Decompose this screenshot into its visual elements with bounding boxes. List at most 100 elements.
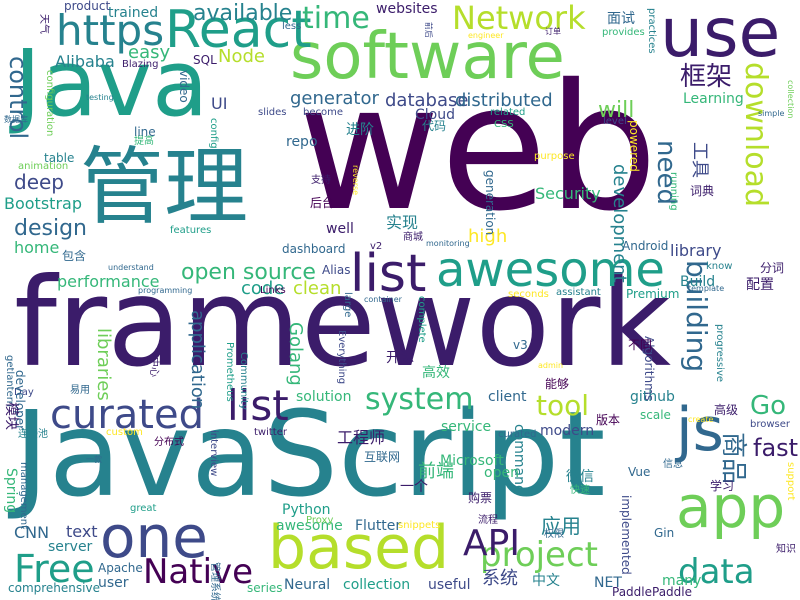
word-level: level <box>603 116 627 127</box>
word-purpose: purpose <box>534 151 575 162</box>
word-native: Native <box>143 552 254 592</box>
word-solution: solution <box>296 389 352 405</box>
word-cjk: 开源 <box>386 350 414 366</box>
word-understand: understand <box>108 263 154 272</box>
word-cjk: 数据库 <box>4 115 28 124</box>
word-home: home <box>14 238 60 257</box>
word-fast: fast <box>753 434 799 462</box>
word-libraries: libraries <box>93 328 114 401</box>
word-cnn: CNN <box>14 523 50 542</box>
word-cjk: 后台 <box>310 196 335 210</box>
word-cjk: 订单 <box>545 27 561 36</box>
word-cjk: 高级 <box>714 403 739 417</box>
word-related: related <box>490 107 526 118</box>
word-software: software <box>290 20 565 94</box>
word-become: become <box>303 107 344 118</box>
word-cjk: 互联网 <box>364 450 401 464</box>
word-dashboard: dashboard <box>282 242 346 256</box>
word-app: app <box>676 473 786 541</box>
word-react: React <box>165 0 312 60</box>
word-microsoft: Microsoft <box>440 453 504 469</box>
word-flutter: Flutter <box>355 518 402 534</box>
word-go: Go <box>750 391 787 421</box>
word-node: Node <box>218 46 265 67</box>
word-cjk: 能够 <box>545 377 570 391</box>
word-user: user <box>98 575 129 591</box>
word-list: list <box>227 381 289 430</box>
word-server: server <box>48 539 93 555</box>
word-cjk: 一款 <box>86 455 102 464</box>
word-powered: powered <box>627 120 641 172</box>
word-bootstrap: Bootstrap <box>4 194 82 213</box>
word-cjk: 商品 <box>718 432 748 485</box>
word-cjk: 权限 <box>544 529 564 540</box>
word-awesome: awesome <box>436 242 665 298</box>
word-tool: tool <box>536 389 590 422</box>
word-net: NET <box>594 575 622 591</box>
word-cjk: 工程师 <box>337 428 386 447</box>
word-reverse: reverse <box>351 165 360 196</box>
word-cjk: 前端 <box>418 461 454 482</box>
word-github: github <box>630 389 675 405</box>
word-animation: animation <box>18 161 69 172</box>
word-cjk: 系统 <box>482 568 518 589</box>
word-security: Security <box>535 184 601 203</box>
word-template: template <box>688 284 725 293</box>
word-table: table <box>44 151 75 165</box>
word-management: management <box>18 462 29 529</box>
word-many: many <box>662 573 702 589</box>
word-free: Free <box>14 547 95 591</box>
word-cjk: 面试 <box>607 11 635 27</box>
word-cjk: 信息 <box>663 459 683 470</box>
word-prometheus: Prometheus <box>224 342 235 402</box>
word-less: less <box>282 21 302 32</box>
word-based: based <box>268 513 450 583</box>
word-video: video <box>177 70 191 103</box>
word-assistant: assistant <box>556 287 601 298</box>
word-curated: curated <box>498 429 537 440</box>
word-deep: deep <box>14 170 64 194</box>
word-database: database <box>385 90 469 111</box>
word-modern: modern <box>540 423 595 439</box>
word-css: CSS <box>494 119 514 130</box>
word-learning: Learning <box>683 91 744 107</box>
word-v2: v2 <box>370 241 383 252</box>
word-cjk: 天气 <box>38 14 49 34</box>
word-project: project <box>480 535 599 575</box>
word-high: high <box>468 226 508 247</box>
word-gin: Gin <box>654 526 675 540</box>
word-features: features <box>170 225 212 236</box>
word-practices: practices <box>646 8 657 54</box>
word-cjk: 连接池 <box>18 429 48 440</box>
word-performance: performance <box>57 272 160 291</box>
word-browser: browser <box>750 419 791 430</box>
word-community: Community <box>238 352 249 410</box>
word-cjk: 提高 <box>134 136 154 147</box>
word-config: config <box>208 118 219 149</box>
word-day: Day <box>14 387 34 398</box>
word-series: series <box>247 581 283 595</box>
word-complete: complete <box>416 296 427 343</box>
word-android: Android <box>622 239 669 253</box>
word-line: line <box>134 125 156 139</box>
word-cjk: 分词 <box>760 261 785 275</box>
word-service: service <box>441 419 492 435</box>
word-list: list <box>350 244 427 304</box>
word-container: container <box>364 295 402 304</box>
word-twitter: twitter <box>254 427 287 438</box>
word-cjk: 高效 <box>422 365 450 381</box>
word-one: one <box>100 503 208 571</box>
word-build: Build <box>680 274 716 290</box>
word-alias: Alias <box>322 263 351 277</box>
word-cjk: 一个 <box>400 479 428 495</box>
word-cjk: 词典 <box>690 184 715 198</box>
word-neural: Neural <box>284 577 331 593</box>
word-code: code <box>241 278 285 299</box>
word-open: open <box>484 465 519 481</box>
word-cloud: Cloud <box>415 107 455 123</box>
word-sql: SQL <box>193 53 217 67</box>
word-blazing: Blazing <box>122 59 159 70</box>
word-useful: useful <box>428 577 471 593</box>
word-cjk: 代码 <box>422 119 447 133</box>
word-cjk: 管理 <box>80 138 249 236</box>
